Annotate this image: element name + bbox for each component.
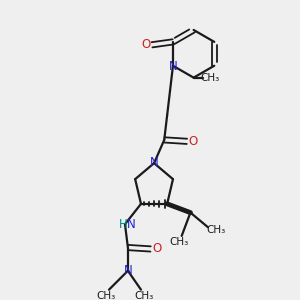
Text: CH₃: CH₃ [169,237,188,247]
Text: CH₃: CH₃ [134,291,154,300]
Text: O: O [142,38,151,51]
Text: CH₃: CH₃ [97,291,116,300]
Text: O: O [189,135,198,148]
Text: N: N [127,218,136,231]
Text: O: O [152,242,162,256]
Text: N: N [169,60,177,74]
Text: N: N [124,264,133,277]
Text: N: N [150,156,159,169]
Text: CH₃: CH₃ [200,73,219,83]
Text: CH₃: CH₃ [206,225,226,235]
Text: H: H [119,218,128,231]
